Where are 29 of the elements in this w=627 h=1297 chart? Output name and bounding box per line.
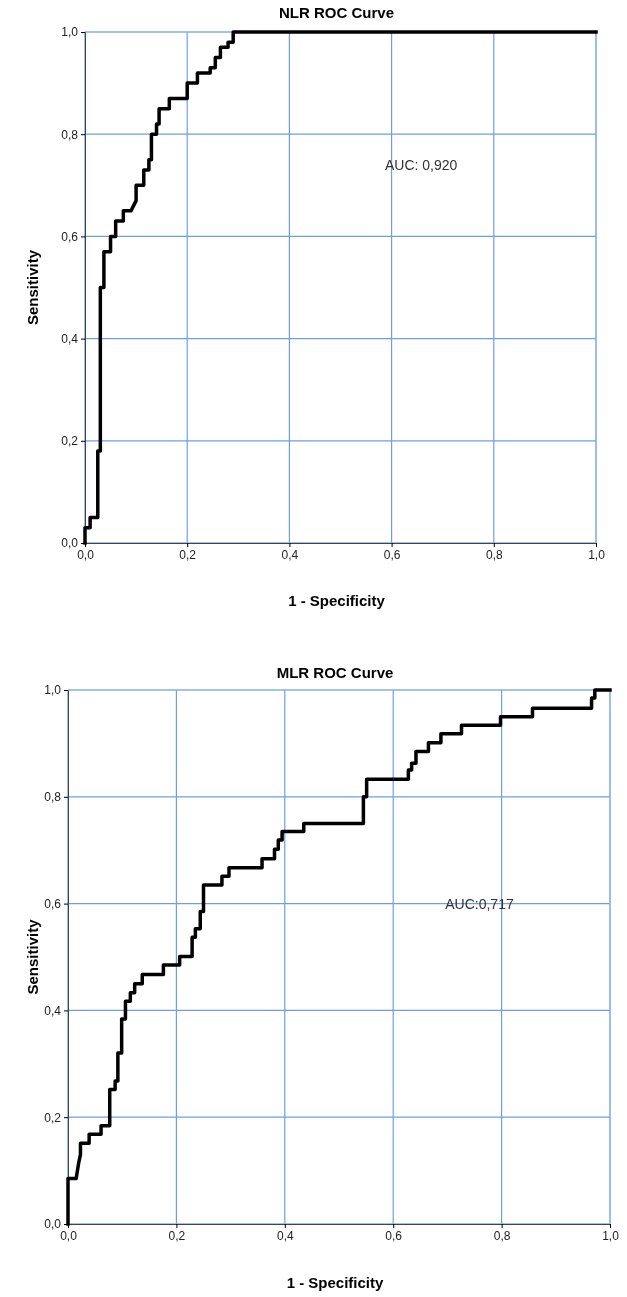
x-tick-label: 1,0: [588, 547, 606, 562]
y-tick-label: 0,8: [44, 790, 62, 805]
y-tick-label: 1,0: [44, 683, 62, 698]
y-tick-label: 0,6: [61, 229, 79, 244]
y-axis-title: Sensitivity: [24, 918, 41, 995]
x-tick-label: 0,6: [383, 547, 401, 562]
y-tick-label: 0,2: [61, 434, 79, 449]
x-tick-label: 0,8: [493, 1228, 511, 1243]
chart-title: NLR ROC Curve: [278, 4, 395, 21]
x-axis-title: 1 - Specificity: [288, 592, 386, 609]
x-axis-title: 1 - Specificity: [286, 1274, 385, 1291]
x-tick-label: 0,8: [485, 547, 503, 562]
x-tick-label: 0,4: [281, 547, 299, 562]
y-tick-label: 0,4: [44, 1003, 62, 1018]
y-tick-label: 0,2: [44, 1110, 62, 1125]
x-tick-label: 0,0: [77, 547, 95, 562]
x-tick-label: 1,0: [602, 1228, 620, 1243]
x-tick-label: 0,4: [276, 1228, 294, 1243]
y-axis-title: Sensitivity: [24, 249, 41, 326]
y-tick-label: 0,0: [44, 1217, 62, 1232]
chart-title: MLR ROC Curve: [276, 664, 394, 681]
y-tick-label: 0,0: [61, 536, 79, 551]
y-tick-label: 0,4: [61, 331, 79, 346]
y-tick-label: 1,0: [61, 25, 79, 40]
y-tick-label: 0,8: [61, 127, 79, 142]
x-tick-label: 0,2: [179, 547, 197, 562]
x-tick-label: 0,2: [168, 1228, 186, 1243]
y-tick-label: 0,6: [44, 896, 62, 911]
x-tick-label: 0,6: [385, 1228, 403, 1243]
